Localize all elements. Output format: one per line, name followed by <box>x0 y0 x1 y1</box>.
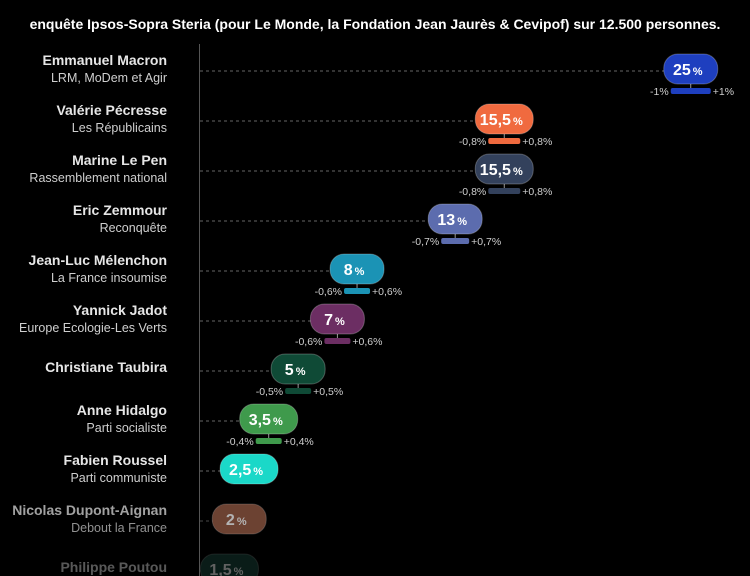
error-plus-label: +0,7% <box>471 236 501 248</box>
value-pill <box>211 503 267 535</box>
party-name: LRM, MoDem et Agir <box>51 71 167 85</box>
error-bar <box>488 138 521 144</box>
candidate-row: Anne Hidalgo Parti socialiste -0,4% +0,4%3,… <box>77 402 314 448</box>
value-pill <box>199 553 259 576</box>
value-label: 13% <box>437 212 467 229</box>
party-name: Parti socialiste <box>86 421 167 435</box>
candidate-name: Marine Le Pen <box>72 152 167 168</box>
value-pill <box>663 53 719 85</box>
party-name: Debout la France <box>71 521 167 535</box>
candidate-row: Valérie Pécresse Les Républicains -0,8% +0,… <box>56 102 552 148</box>
error-minus-label: -0,4% <box>226 436 253 448</box>
value-pill <box>474 103 534 135</box>
error-minus-label: -0,8% <box>459 186 486 198</box>
error-plus-label: +0,8% <box>522 136 552 148</box>
error-plus-label: +0,8% <box>522 186 552 198</box>
value-pill <box>329 253 385 285</box>
candidate-row: Philippe Poutou 1,5% <box>60 553 259 576</box>
candidate-name: Jean-Luc Mélenchon <box>29 252 167 268</box>
candidate-row: Nicolas Dupont-Aignan Debout la France 2% <box>12 502 267 535</box>
candidate-name: Eric Zemmour <box>73 202 168 218</box>
party-name: Rassemblement national <box>29 171 167 185</box>
error-minus-label: -1% <box>650 86 669 98</box>
candidate-name: Valérie Pécresse <box>56 102 167 118</box>
value-pill <box>219 453 279 485</box>
value-label: 2,5% <box>229 462 263 479</box>
error-minus-label: -0,6% <box>315 286 342 298</box>
value-pill <box>270 353 326 385</box>
party-name: Reconquête <box>100 221 167 235</box>
error-plus-label: +0,6% <box>352 336 382 348</box>
error-bar <box>324 338 351 344</box>
candidate-name: Yannick Jadot <box>73 302 167 318</box>
party-name: La France insoumise <box>51 271 167 285</box>
error-bar <box>255 438 282 444</box>
error-plus-label: +0,6% <box>372 286 402 298</box>
candidate-name: Nicolas Dupont-Aignan <box>12 502 167 518</box>
value-label: 2% <box>226 512 247 529</box>
error-minus-label: -0,6% <box>295 336 322 348</box>
candidate-row: Fabien Roussel Parti communiste 2,5% <box>64 452 279 485</box>
error-minus-label: -0,5% <box>256 386 283 398</box>
error-plus-label: +1% <box>713 86 734 98</box>
error-bar <box>488 188 521 194</box>
error-plus-label: +0,4% <box>284 436 314 448</box>
value-pill <box>474 153 534 185</box>
candidate-name: Emmanuel Macron <box>43 52 167 68</box>
candidate-row: Jean-Luc Mélenchon La France insoumise -0,… <box>29 252 403 298</box>
error-bar <box>344 288 371 294</box>
error-minus-label: -0,8% <box>459 136 486 148</box>
chart-title: enquête Ipsos-Sopra Steria (pour Le Mond… <box>29 16 721 32</box>
value-label: 3,5% <box>249 412 283 429</box>
value-label: 1,5% <box>209 562 243 576</box>
error-bar <box>285 388 312 394</box>
candidate-row: Christiane Taubira -0,5% +0,5% 5% <box>45 353 343 398</box>
value-label: 25% <box>673 62 703 79</box>
error-bar <box>441 238 470 244</box>
value-label: 7% <box>324 312 345 329</box>
value-pill <box>239 403 299 435</box>
party-name: Europe Ecologie-Les Verts <box>19 321 167 335</box>
candidate-name: Philippe Poutou <box>60 559 167 575</box>
value-pill <box>427 203 483 235</box>
candidate-row: Marine Le Pen Rassemblement national -0,8%… <box>29 152 552 198</box>
value-label: 8% <box>344 262 365 279</box>
value-label: 15,5% <box>480 162 523 179</box>
value-pill <box>309 303 365 335</box>
candidate-row: Emmanuel Macron LRM, MoDem et Agir -1% +1% 2… <box>43 52 735 98</box>
candidate-name: Fabien Roussel <box>64 452 167 468</box>
party-name: Les Républicains <box>72 121 167 135</box>
error-plus-label: +0,5% <box>313 386 343 398</box>
candidate-name: Christiane Taubira <box>45 359 167 375</box>
candidate-row: Eric Zemmour Reconquête -0,7% +0,7% 13% <box>73 202 501 248</box>
party-name: Parti communiste <box>70 471 167 485</box>
error-bar <box>670 88 711 94</box>
candidate-name: Anne Hidalgo <box>77 402 167 418</box>
error-minus-label: -0,7% <box>412 236 439 248</box>
value-label: 5% <box>285 362 306 379</box>
candidate-row: Yannick Jadot Europe Ecologie-Les Verts -0… <box>19 302 383 348</box>
value-label: 15,5% <box>480 112 523 129</box>
